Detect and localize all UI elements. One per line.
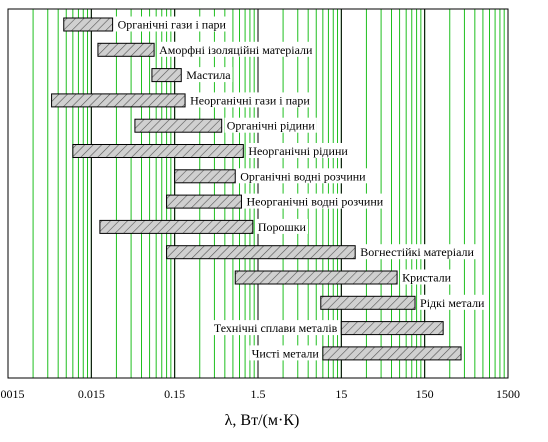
plot-frame	[7, 8, 509, 379]
range-bar	[51, 93, 186, 108]
bar-label: Органічні рідини	[227, 119, 316, 133]
bar-label-background	[255, 218, 308, 234]
bar-label: Неорганічні гази і пари	[190, 93, 310, 107]
bar-label: Чисті метали	[252, 346, 320, 360]
bar-label: Неорганічні рідини	[248, 144, 348, 158]
bar-group: Органічні гази і пари Аморфні ізоляційні …	[51, 16, 487, 361]
x-tick-label: 0.015	[78, 387, 105, 401]
x-tick-label: 0.15	[164, 387, 185, 401]
bar-label-background	[418, 294, 487, 310]
bar-label: Кристали	[402, 271, 452, 285]
range-bar	[166, 245, 356, 260]
range-bar	[174, 169, 236, 184]
bar-label-background	[244, 193, 386, 209]
x-tick-label: 1.5	[251, 387, 266, 401]
bar-label-background	[246, 143, 350, 158]
bar-label: Неорганічні водні розчини	[246, 195, 383, 209]
bar-label-background	[157, 41, 315, 57]
x-tick-label: 0.0015	[0, 387, 25, 401]
bar-label: Порошки	[258, 220, 307, 234]
range-bar	[99, 219, 254, 234]
bar-label-background	[115, 16, 228, 32]
bar-label-background	[224, 117, 317, 133]
range-bar	[63, 17, 114, 32]
x-tick-label: 1500	[496, 387, 520, 401]
bar-label: Аморфні ізоляційні матеріали	[159, 43, 313, 57]
range-bar	[322, 346, 462, 361]
x-axis-title: λ, Вт/(м·К)	[225, 412, 300, 429]
range-bar	[72, 144, 244, 158]
range-bar	[166, 194, 242, 209]
bar-label: Мастила	[186, 68, 231, 82]
range-bar	[151, 68, 182, 83]
x-tick-label: 15	[335, 387, 347, 401]
bar-label-background	[184, 67, 233, 83]
bar-label-background	[211, 320, 340, 336]
bar-label: Органічні гази і пари	[118, 18, 227, 32]
bar-label-background	[188, 92, 312, 108]
bar-label: Рідкі метали	[420, 296, 485, 310]
bar-label-background	[238, 168, 368, 184]
bar-label-background	[249, 345, 321, 361]
range-bar	[134, 118, 223, 133]
x-axis-ticks: 0.0015 0.015 0.15 1.5 15 150 1500	[0, 387, 520, 401]
bar-label: Органічні водні розчини	[240, 169, 366, 183]
bar-label-background	[400, 269, 454, 285]
range-bar	[97, 42, 155, 57]
range-bar	[340, 321, 444, 336]
x-tick-label: 150	[416, 387, 434, 401]
range-bar	[234, 270, 398, 285]
bar-label: Технічні сплави металів	[214, 321, 338, 335]
bar-label-background	[358, 244, 476, 260]
grid-lines	[32, 9, 505, 378]
bar-label: Вогнестійкі матеріали	[360, 245, 474, 259]
range-bar	[320, 295, 416, 310]
